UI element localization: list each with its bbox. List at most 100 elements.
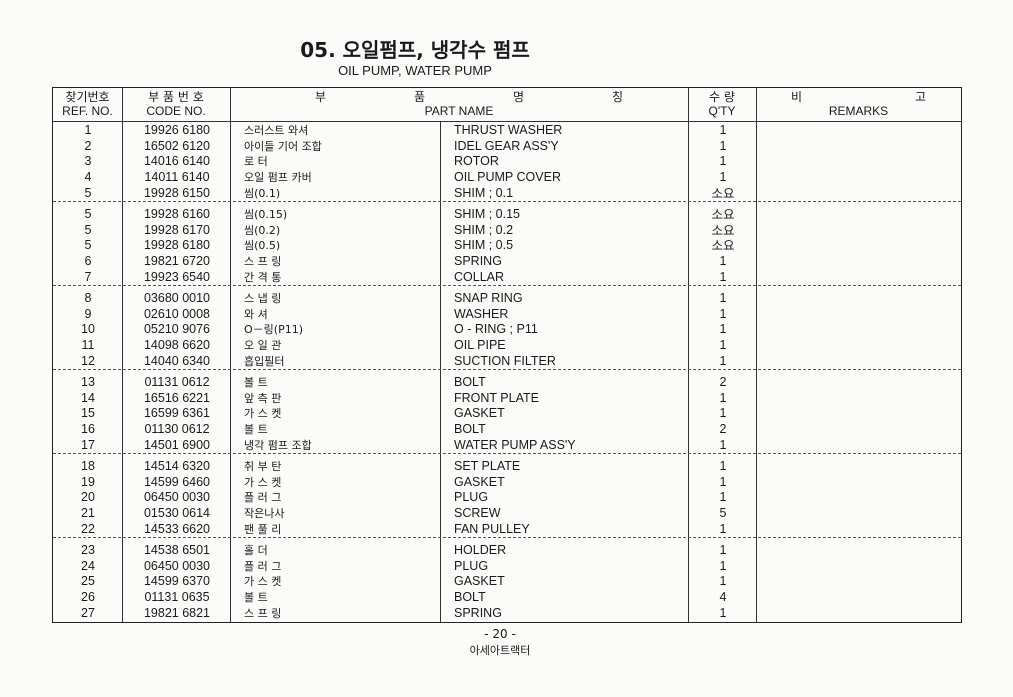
- part-name-english: SHIM ; 0.1: [454, 185, 514, 200]
- part-name-english: SCREW: [454, 506, 501, 521]
- quantity: 1: [719, 437, 727, 452]
- quantity: 1: [719, 269, 727, 284]
- ref-number: 15: [81, 406, 95, 421]
- code-number: 19928 6180: [143, 238, 211, 253]
- part-name-korean: 플 러 그: [244, 491, 282, 505]
- table-row: 11 14098 6620 오 일 관 OIL PIPE 1: [53, 338, 961, 354]
- ref-number: 11: [81, 338, 95, 353]
- table-row: 5 19928 6160 씸(0.15) SHIM ; 0.15 소요: [53, 207, 961, 223]
- table-row: 9 02610 0008 와 셔 WASHER 1: [53, 307, 961, 323]
- part-name-korean: O－링(P11): [244, 323, 303, 337]
- quantity: 1: [719, 574, 727, 589]
- page-subtitle: OIL PUMP, WATER PUMP: [338, 63, 492, 78]
- part-name-english: IDEL GEAR ASS'Y: [454, 138, 559, 153]
- part-name-korean: 작은나사: [244, 507, 285, 521]
- quantity: 소요: [711, 207, 735, 222]
- code-number: 16599 6361: [143, 406, 211, 421]
- quantity: 소요: [711, 222, 735, 238]
- header-qty: 수 량 Q'TY: [708, 90, 736, 118]
- part-name-english: SET PLATE: [454, 459, 521, 473]
- table-row: 6 19821 6720 스 프 링 SPRING 1: [53, 254, 961, 270]
- part-name-korean: 스 프 링: [244, 606, 282, 620]
- part-name-korean: 취 부 탄: [244, 460, 282, 473]
- table-row: 4 14011 6140 오일 펌프 카버 OIL PUMP COVER 1: [53, 170, 961, 186]
- part-name-english: ROTOR: [454, 154, 499, 169]
- header-code: 부 품 번 호 CODE NO.: [146, 90, 206, 118]
- ref-number: 5: [84, 207, 92, 221]
- part-name-korean: 오 일 관: [244, 339, 282, 353]
- ref-number: 21: [81, 506, 95, 521]
- table-row: 21 01530 0614 작은나사 SCREW 5: [53, 506, 961, 522]
- header-remarks: 비 고 REMARKS: [791, 90, 926, 118]
- page-title: 05. 오일펌프, 냉각수 펌프: [300, 38, 530, 62]
- part-name-english: WASHER: [454, 306, 509, 321]
- part-name-english: COLLAR: [454, 269, 505, 284]
- ref-number: 7: [84, 269, 92, 284]
- part-name-korean: 씸(0.1): [244, 186, 281, 200]
- quantity: 소요: [711, 238, 735, 254]
- quantity: 1: [719, 353, 727, 368]
- code-number: 19926 6180: [143, 123, 211, 137]
- part-name-korean: 스러스트 와셔: [244, 124, 309, 137]
- code-number: 14538 6501: [143, 543, 211, 557]
- part-name-english: SHIM ; 0.2: [454, 222, 514, 237]
- ref-number: 17: [81, 437, 95, 452]
- part-name-korean: 볼 트: [244, 591, 268, 605]
- code-number: 14040 6340: [143, 353, 211, 368]
- quantity: 1: [719, 558, 727, 573]
- part-name-korean: 스 냅 링: [244, 292, 282, 305]
- code-number: 06450 0030: [143, 558, 211, 573]
- quantity: 1: [719, 605, 727, 620]
- ref-number: 22: [81, 521, 95, 536]
- part-name-english: GASKET: [454, 406, 505, 421]
- part-name-korean: 스 프 링: [244, 255, 282, 269]
- part-name-english: PLUG: [454, 558, 489, 573]
- part-name-english: THRUST WASHER: [454, 123, 563, 137]
- ref-number: 5: [84, 185, 92, 200]
- part-name-korean: 팬 풀 리: [244, 522, 282, 536]
- table-row: 18 14514 6320 취 부 탄 SET PLATE 1: [53, 459, 961, 475]
- code-number: 01530 0614: [143, 506, 211, 521]
- code-number: 03680 0010: [143, 291, 211, 305]
- part-name-korean: 홀 더: [244, 544, 268, 557]
- part-name-korean: 가 스 켓: [244, 575, 282, 589]
- part-name-korean: 플 러 그: [244, 559, 282, 573]
- part-name-english: OIL PIPE: [454, 338, 506, 353]
- table-header: 찾기번호 REF. NO. 부 품 번 호 CODE NO. 부 품 명 칭 P…: [53, 88, 961, 122]
- quantity: 5: [719, 506, 727, 521]
- ref-number: 9: [84, 306, 92, 321]
- ref-number: 13: [81, 375, 95, 389]
- code-number: 14016 6140: [143, 154, 211, 169]
- table-row: 3 14016 6140 로 터 ROTOR 1: [53, 154, 961, 170]
- column-divider: [688, 88, 689, 622]
- part-name-english: OIL PUMP COVER: [454, 170, 561, 185]
- code-number: 01130 0612: [144, 422, 210, 437]
- part-name-korean: 냉각 펌프 조합: [244, 438, 312, 452]
- part-name-korean: 가 스 켓: [244, 475, 282, 489]
- table-row: 14 16516 6221 앞 측 판 FRONT PLATE 1: [53, 391, 961, 407]
- code-number: 05210 9076: [143, 322, 211, 337]
- quantity: 1: [719, 170, 727, 185]
- ref-number: 10: [81, 322, 95, 337]
- ref-number: 27: [81, 605, 95, 620]
- ref-number: 4: [84, 170, 92, 185]
- row-group: 18 14514 6320 취 부 탄 SET PLATE 1 19 14599 6460 가…: [53, 453, 961, 536]
- part-name-english: WATER PUMP ASS'Y: [454, 437, 576, 452]
- code-number: 14501 6900: [143, 437, 211, 452]
- code-number: 19928 6160: [143, 207, 211, 221]
- code-number: 19821 6720: [143, 254, 211, 269]
- page-number: - 20 -: [484, 627, 516, 641]
- ref-number: 5: [84, 238, 92, 253]
- part-name-english: FAN PULLEY: [454, 521, 530, 536]
- ref-number: 25: [81, 574, 95, 589]
- row-group: 13 01131 0612 볼 트 BOLT 2 14 16516 6221 앞 측 판 FRO…: [53, 369, 961, 452]
- part-name-korean: 볼 트: [244, 376, 268, 389]
- part-name-korean: 흡입필터: [244, 354, 285, 368]
- quantity: 1: [719, 306, 727, 321]
- row-group: 8 03680 0010 스 냅 링 SNAP RING 1 9 02610 0008 와 셔…: [53, 285, 961, 368]
- part-name-english: SNAP RING: [454, 291, 523, 305]
- table-row: 16 01130 0612 볼 트 BOLT 2: [53, 422, 961, 438]
- quantity: 4: [719, 590, 727, 605]
- ref-number: 23: [81, 543, 95, 557]
- part-name-english: O - RING ; P11: [454, 322, 538, 337]
